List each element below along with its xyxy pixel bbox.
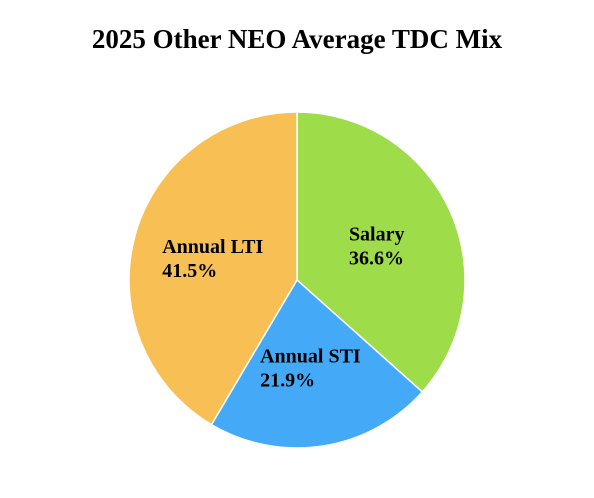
chart-title: 2025 Other NEO Average TDC Mix [91, 24, 503, 54]
slice-label-annual-lti: Annual LTI 41.5% [162, 236, 263, 282]
pie-slice-annual-lti [128, 111, 298, 426]
slice-value-annual-sti: 21.9% [260, 369, 315, 391]
slice-name-salary: Salary [349, 223, 405, 245]
slice-name-annual-sti: Annual STI [260, 345, 361, 367]
slice-value-annual-lti: 41.5% [162, 260, 217, 282]
slice-label-salary: Salary 36.6% [349, 223, 405, 269]
slice-label-annual-sti: Annual STI 21.9% [260, 345, 361, 391]
slice-name-annual-lti: Annual LTI [162, 236, 263, 258]
pie-slice-annual-sti [210, 278, 424, 449]
slice-value-salary: 36.6% [349, 247, 404, 269]
pie-slice-salary [296, 111, 466, 393]
